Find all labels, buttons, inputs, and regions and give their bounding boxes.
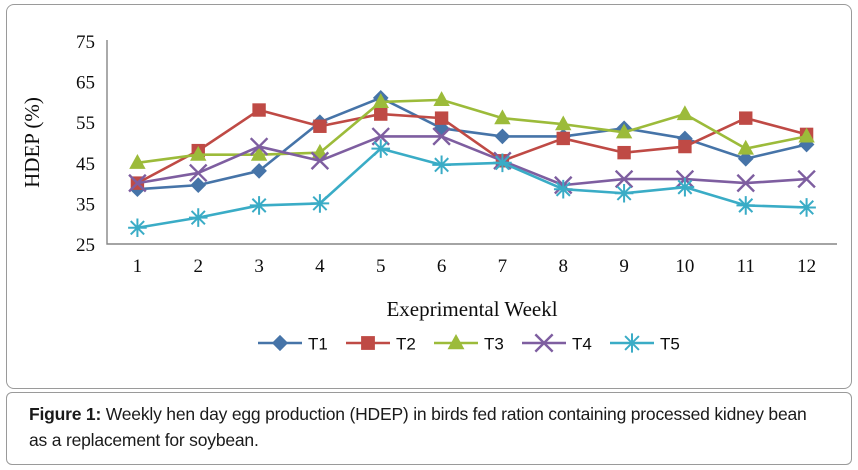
legend-item-t2[interactable]: T2 — [346, 335, 416, 354]
x-tick-label: 2 — [194, 256, 204, 277]
series-marker-t2 — [678, 139, 692, 154]
series-line-t3 — [136, 98, 808, 165]
series-marker-t3 — [372, 93, 389, 108]
legend-marker-t5 — [622, 333, 642, 353]
series-marker-t5 — [614, 183, 634, 203]
x-tick-label: 11 — [737, 256, 755, 277]
series-marker-t4 — [432, 127, 451, 146]
legend-item-t1[interactable]: T1 — [258, 335, 328, 354]
figure-caption: Figure 1: Weekly hen day egg production … — [29, 401, 829, 453]
series-marker-t5 — [553, 179, 573, 199]
chart-axes — [106, 40, 837, 245]
series-marker-t3 — [615, 123, 633, 139]
y-tick-label: 75 — [76, 32, 95, 53]
y-tick-label: 55 — [76, 113, 95, 134]
series-marker-t2 — [739, 111, 753, 125]
x-tick-label: 9 — [619, 256, 629, 277]
x-tick-label: 8 — [559, 256, 569, 277]
series-line-t1 — [136, 96, 808, 191]
legend-marker-t2 — [361, 336, 375, 350]
series-marker-t3 — [494, 109, 511, 125]
series-marker-t4 — [614, 169, 634, 189]
y-tick-label: 65 — [76, 73, 95, 94]
series-marker-t5 — [493, 153, 512, 173]
series-marker-t2 — [374, 107, 388, 121]
caption-panel: Figure 1: Weekly hen day egg production … — [6, 392, 852, 465]
x-axis-title: Exeprimental Weekl — [386, 297, 557, 321]
series-marker-t4 — [736, 173, 755, 193]
series-marker-t2 — [556, 131, 570, 146]
x-tick-label: 6 — [437, 256, 447, 277]
series-marker-t1 — [737, 150, 754, 167]
series-marker-t1 — [494, 128, 511, 145]
x-tick-label: 10 — [675, 256, 694, 277]
legend-label: T1 — [308, 335, 328, 354]
x-tick-label: 7 — [498, 256, 508, 277]
legend-item-t3[interactable]: T3 — [434, 333, 504, 354]
legend-label: T5 — [660, 335, 680, 354]
legend-item-t4[interactable]: T4 — [522, 333, 592, 354]
series-marker-t1 — [190, 177, 207, 193]
series-marker-t4 — [189, 163, 208, 183]
x-tick-label: 12 — [797, 256, 816, 277]
series-marker-t2 — [434, 111, 449, 125]
series-marker-t4 — [310, 151, 330, 170]
y-tick-label: 25 — [76, 235, 95, 256]
series-line-t5 — [136, 147, 808, 230]
series-marker-t3 — [737, 139, 754, 155]
series-t3 — [129, 91, 815, 169]
series-marker-t5 — [310, 194, 330, 213]
legend-label: T4 — [572, 335, 592, 354]
series-line-t2 — [136, 108, 808, 185]
series-marker-t5 — [432, 155, 451, 175]
x-tick-label: 5 — [376, 256, 386, 277]
series-t5 — [128, 139, 816, 238]
y-tick-label: 35 — [76, 194, 95, 215]
x-tick-label: 3 — [254, 256, 264, 277]
series-marker-t3 — [250, 145, 268, 161]
series-marker-t3 — [190, 145, 207, 161]
series-marker-t2 — [313, 119, 327, 133]
series-marker-t1 — [251, 163, 267, 179]
series-marker-t4 — [128, 173, 147, 193]
series-marker-t3 — [129, 154, 146, 169]
series-marker-t3 — [433, 91, 450, 106]
legend-marker-t4 — [534, 333, 554, 353]
legend-label: T2 — [396, 335, 416, 354]
legend-marker-t3 — [447, 333, 465, 350]
series-t4 — [128, 127, 816, 195]
chart-panel: 25 35 45 55 65 75 HDEP (%) 1 2 3 4 5 6 7 8 9 10 11 12 Exepr… — [6, 4, 852, 389]
legend-item-t5[interactable]: T5 — [610, 333, 680, 354]
series-marker-t5 — [249, 196, 269, 215]
series-marker-t3 — [676, 105, 694, 121]
series-marker-t2 — [252, 103, 266, 117]
series-marker-t3 — [798, 127, 815, 143]
legend-marker-t1 — [271, 334, 289, 352]
figure-caption-body: Weekly hen day egg production (HDEP) in … — [29, 404, 807, 450]
series-marker-t3 — [555, 115, 572, 131]
figure-caption-label: Figure 1: — [29, 404, 102, 424]
series-marker-t3 — [311, 143, 329, 159]
x-tick-label: 1 — [133, 256, 143, 277]
series-marker-t4 — [797, 169, 816, 189]
series-marker-t5 — [736, 196, 756, 215]
y-axis-title: HDEP (%) — [20, 97, 44, 188]
series-marker-t5 — [371, 139, 391, 158]
x-tick-label: 4 — [315, 256, 325, 277]
series-marker-t5 — [675, 177, 695, 197]
series-marker-t5 — [188, 208, 208, 227]
legend-label: T3 — [484, 335, 504, 354]
series-marker-t4 — [249, 137, 269, 156]
series-marker-t5 — [128, 218, 147, 238]
series-marker-t5 — [797, 198, 816, 217]
series-marker-t2 — [617, 145, 631, 160]
y-tick-label: 45 — [76, 154, 95, 175]
series-line-t4 — [136, 135, 808, 187]
